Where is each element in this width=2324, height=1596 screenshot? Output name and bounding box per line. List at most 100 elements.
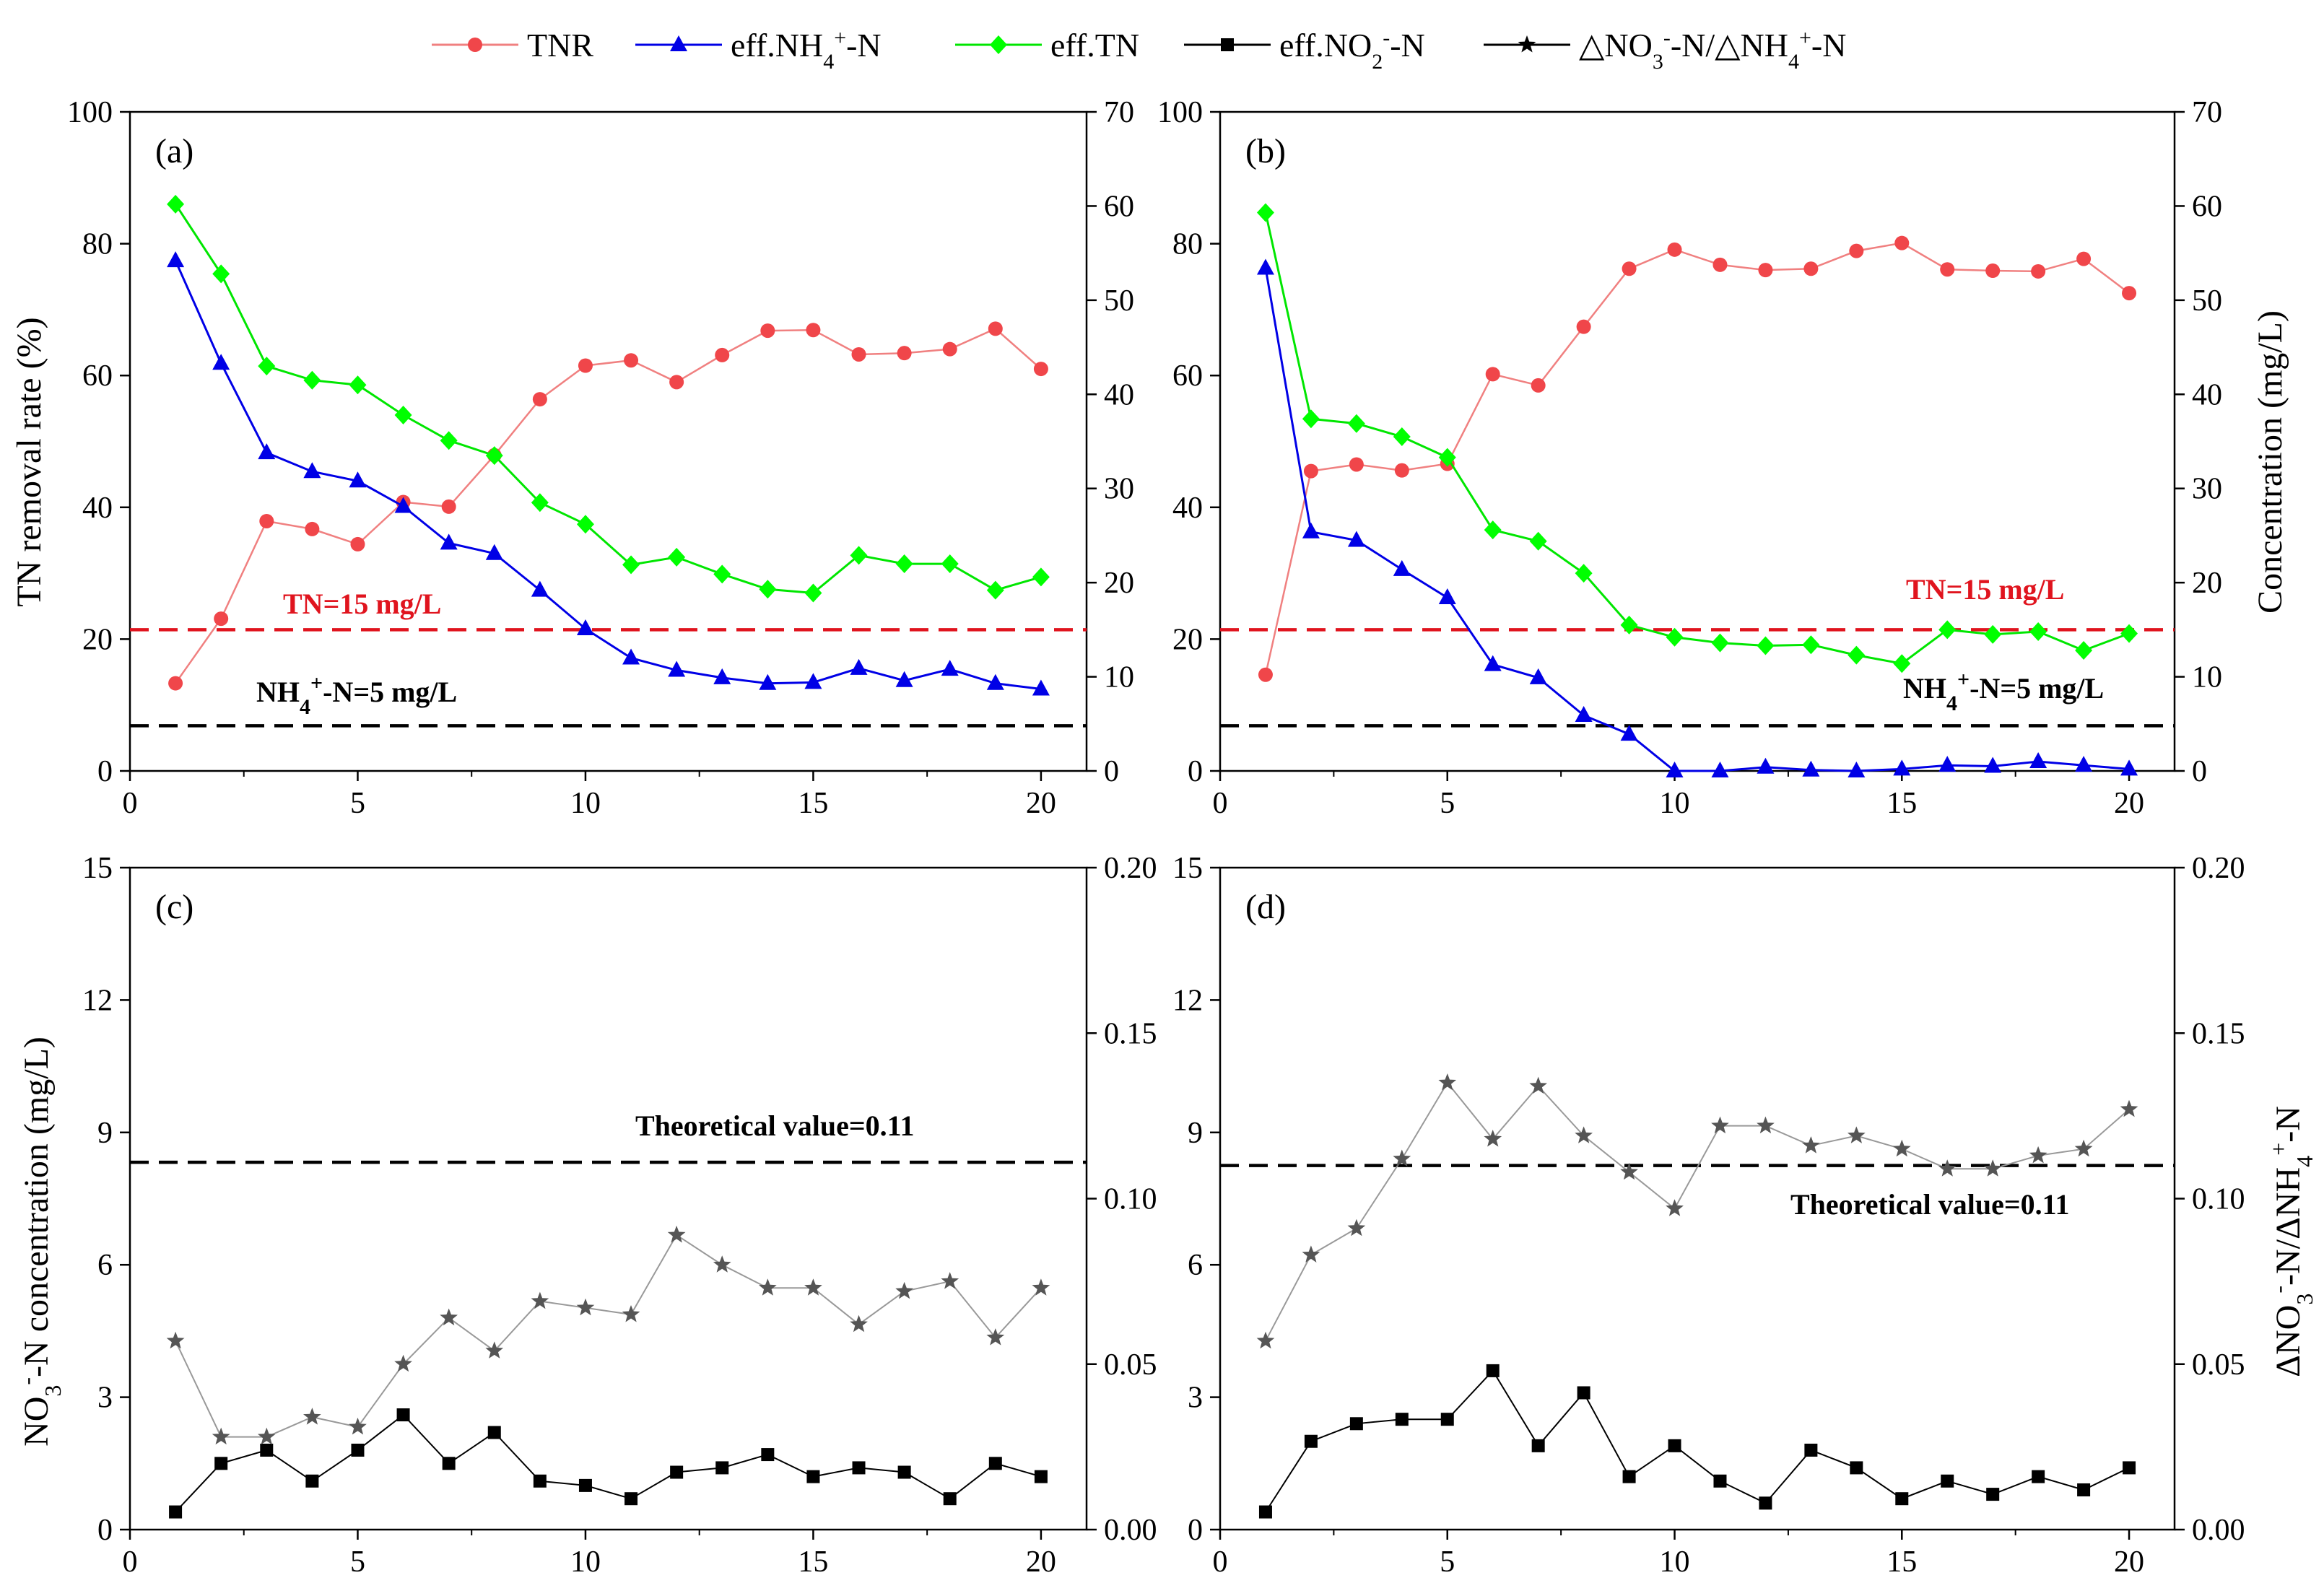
panel-c-chart: 0 5 10 15 20 0 3 6 9 12 15 0.00 0.05 0.10 0.15 0.20 (c) T… [82,852,1157,1579]
data-point [2120,624,2138,643]
data-point [1256,258,1274,275]
data-point [257,1427,276,1445]
data-point [1393,1149,1411,1167]
data-point [258,357,276,376]
data-point [986,673,1004,690]
data-point [1711,762,1729,777]
data-point [668,547,686,567]
y-right-tick-label: 50 [1104,284,1134,318]
x-tick-label: 0 [123,1545,138,1579]
data-point [533,1474,547,1488]
y-left-tick-label: 9 [1188,1117,1203,1150]
data-point [1849,243,1864,258]
data-point [1575,564,1593,583]
data-point [895,1281,913,1299]
series-line [1264,242,2130,675]
data-point [1575,1126,1593,1143]
series-line [175,327,1042,684]
data-point [258,443,276,460]
data-point [212,264,230,284]
data-point [442,1457,456,1470]
data-point [850,658,868,675]
data-point [713,1255,731,1273]
y-left-tick-label: 20 [82,623,113,656]
x-tick-label: 15 [1886,1545,1917,1579]
data-point [941,660,959,676]
data-point [2074,1139,2093,1157]
subscript: 2 [1372,50,1383,74]
data-point [396,1408,410,1422]
y-left-tick-label: 60 [1172,359,1203,393]
data-point [2075,756,2093,772]
data-point [2077,1483,2091,1496]
data-point [715,347,730,362]
data-point [1620,725,1638,741]
superscript: - [1383,26,1390,50]
data-point [168,676,183,691]
data-point [895,671,913,687]
data-point [2122,286,2137,301]
x-tick-label: 5 [350,1545,365,1579]
data-point [1033,362,1048,377]
y-left-tick-label: 6 [1188,1249,1203,1282]
data-point [532,392,547,407]
threshold-annotation: Theoretical value=0.11 [635,1109,914,1142]
data-point [1394,463,1409,478]
data-point [1984,756,2002,773]
data-point [759,673,777,690]
data-point [1256,203,1274,222]
data-point [2076,251,2092,266]
y-right-tick-label: 70 [1104,96,1134,129]
y-axis-title-tn-removal: TN removal rate (%) [10,317,48,606]
y-right-tick-label: 20 [2192,567,2222,600]
data-point [305,1474,319,1488]
y-axis-title-concentration: Concentration (mg/L) [2251,310,2289,614]
y-right-tick-label: 0.10 [1104,1183,1157,1216]
data-point [260,1443,274,1457]
data-point [1347,1218,1366,1237]
data-point [1848,645,1866,665]
data-point [1395,1413,1409,1426]
data-point [942,341,957,357]
data-point [804,1278,822,1296]
data-point [1484,655,1502,671]
data-point [2032,1470,2045,1483]
data-point [1713,1474,1727,1488]
data-point [1893,759,1911,776]
data-point [667,1225,686,1243]
y-right-tick-label: 0 [2192,755,2207,788]
data-point [1256,1331,1275,1349]
threshold-annotation: NH4+-N=5 mg/L [256,671,457,719]
series-line [175,1234,1042,1438]
y-right-tick-label: 0.20 [1104,852,1157,885]
y-right-tick-label: 0 [1104,755,1119,788]
y-right-tick-label: 30 [1104,473,1134,506]
panel-label: (c) [155,888,193,926]
data-point [259,513,274,528]
data-point [303,1408,321,1425]
y-left-tick-label: 60 [82,359,113,393]
data-point [759,1278,777,1296]
data-point [1440,1413,1454,1426]
y-left-tick-label: 3 [1188,1382,1203,1415]
data-point [759,580,777,599]
data-point [1576,319,1591,334]
legend-marker-ratio [1518,35,1536,53]
data-point [943,1492,957,1506]
data-point [1938,620,1957,640]
data-point [2120,1099,2138,1117]
data-point [576,1298,595,1316]
data-point [622,1305,640,1322]
data-point [804,673,822,689]
data-point [1484,1130,1502,1147]
data-point [1757,1116,1775,1134]
y-left-tick-label: 80 [1172,228,1203,261]
legend-label-nh4: eff.NH4+-N [731,26,882,74]
data-point [668,660,686,677]
data-point [531,493,549,513]
data-point [897,1465,911,1479]
data-point [2029,622,2047,641]
data-point [1620,1162,1638,1180]
data-point [305,521,320,536]
data-point [485,446,503,466]
